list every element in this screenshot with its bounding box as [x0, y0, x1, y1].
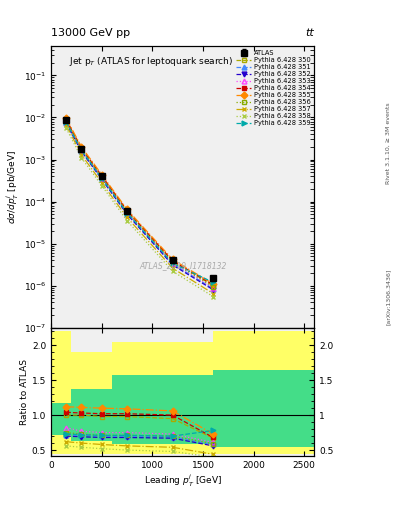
X-axis label: Leading $p_T^j$ [GeV]: Leading $p_T^j$ [GeV]: [144, 472, 222, 488]
Y-axis label: Ratio to ATLAS: Ratio to ATLAS: [20, 359, 29, 424]
Text: ATLAS_2019_I1718132: ATLAS_2019_I1718132: [139, 261, 226, 270]
Y-axis label: $d\sigma/dp_T^j$ [pb/GeV]: $d\sigma/dp_T^j$ [pb/GeV]: [5, 150, 21, 224]
Legend: ATLAS, Pythia 6.428 350, Pythia 6.428 351, Pythia 6.428 352, Pythia 6.428 353, P: ATLAS, Pythia 6.428 350, Pythia 6.428 35…: [234, 48, 313, 129]
Text: [arXiv:1306.3436]: [arXiv:1306.3436]: [386, 269, 391, 325]
Text: Rivet 3.1.10, ≥ 3M events: Rivet 3.1.10, ≥ 3M events: [386, 102, 391, 184]
Text: tt: tt: [306, 28, 314, 38]
Text: 13000 GeV pp: 13000 GeV pp: [51, 28, 130, 38]
Text: Jet p$_T$ (ATLAS for leptoquark search): Jet p$_T$ (ATLAS for leptoquark search): [69, 55, 233, 68]
